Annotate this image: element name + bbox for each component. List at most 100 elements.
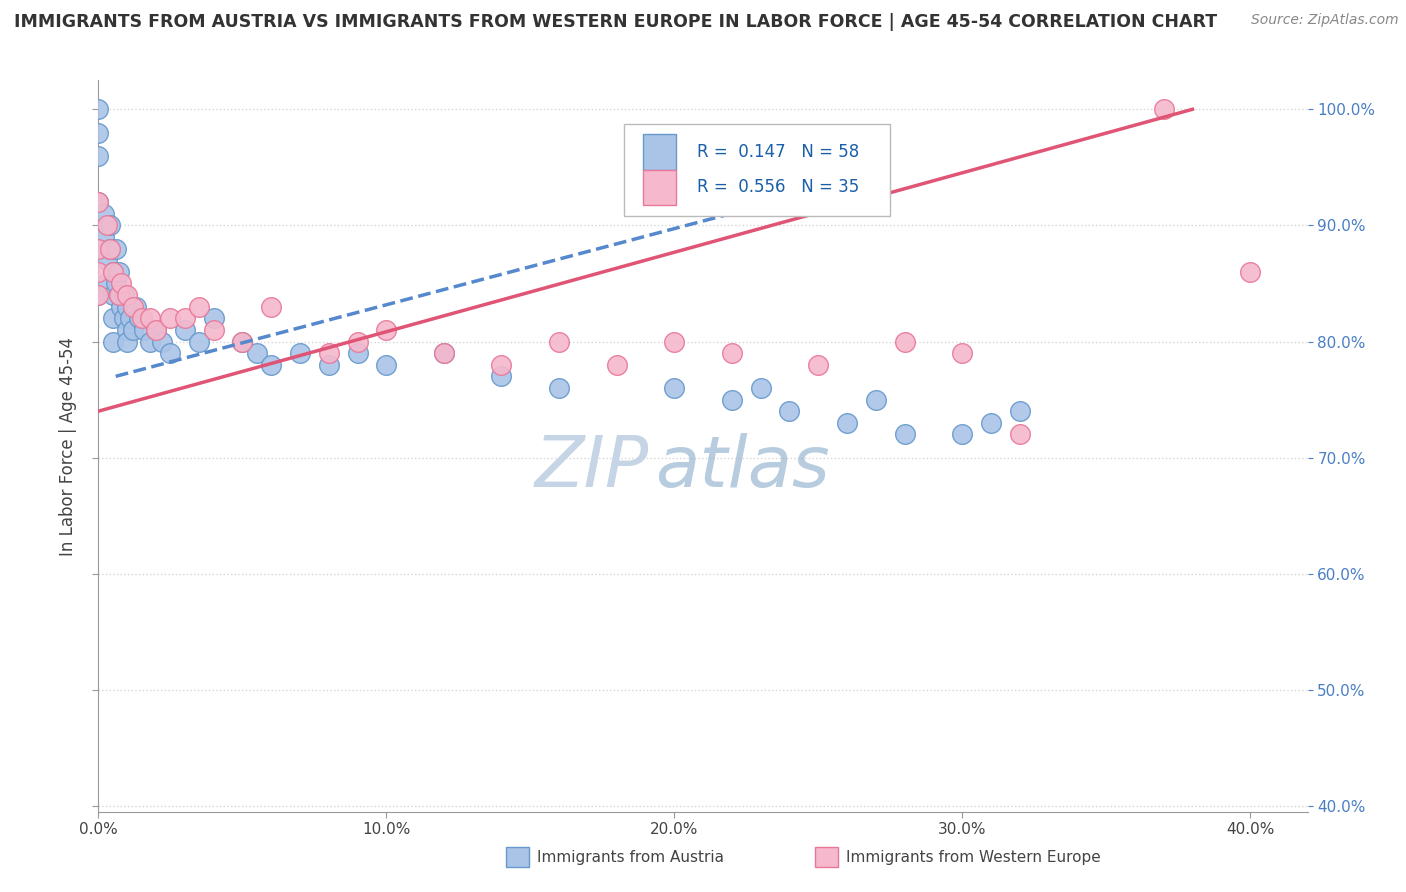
- Text: IMMIGRANTS FROM AUSTRIA VS IMMIGRANTS FROM WESTERN EUROPE IN LABOR FORCE | AGE 4: IMMIGRANTS FROM AUSTRIA VS IMMIGRANTS FR…: [14, 13, 1218, 31]
- Point: [807, 358, 830, 372]
- Point: [115, 334, 138, 349]
- Point: [188, 300, 211, 314]
- FancyBboxPatch shape: [643, 135, 676, 169]
- Point: [112, 311, 135, 326]
- Point: [202, 323, 225, 337]
- Point: [664, 334, 686, 349]
- Point: [115, 300, 138, 314]
- Point: [96, 253, 118, 268]
- Point: [749, 381, 772, 395]
- Point: [87, 265, 110, 279]
- Point: [87, 195, 110, 210]
- Point: [664, 381, 686, 395]
- Point: [122, 300, 145, 314]
- Point: [231, 334, 253, 349]
- Point: [173, 323, 195, 337]
- Point: [98, 242, 121, 256]
- Point: [93, 207, 115, 221]
- Point: [950, 427, 973, 442]
- Point: [115, 323, 138, 337]
- Point: [950, 346, 973, 360]
- Point: [93, 230, 115, 244]
- Point: [865, 392, 887, 407]
- Point: [115, 288, 138, 302]
- Point: [122, 323, 145, 337]
- Point: [110, 300, 132, 314]
- Point: [375, 323, 398, 337]
- Point: [120, 311, 142, 326]
- Text: R =  0.147   N = 58: R = 0.147 N = 58: [697, 143, 859, 161]
- Point: [107, 265, 129, 279]
- Point: [346, 346, 368, 360]
- Text: Immigrants from Western Europe: Immigrants from Western Europe: [846, 850, 1101, 864]
- Point: [173, 311, 195, 326]
- Point: [188, 334, 211, 349]
- Point: [87, 103, 110, 117]
- Y-axis label: In Labor Force | Age 45-54: In Labor Force | Age 45-54: [59, 336, 77, 556]
- Point: [433, 346, 456, 360]
- Point: [139, 334, 162, 349]
- Point: [131, 311, 153, 326]
- Point: [139, 311, 162, 326]
- Point: [491, 369, 513, 384]
- Point: [893, 427, 915, 442]
- Point: [260, 300, 283, 314]
- Point: [96, 219, 118, 233]
- Point: [125, 300, 148, 314]
- Point: [606, 358, 628, 372]
- Text: ZIP: ZIP: [534, 434, 648, 502]
- Point: [318, 358, 340, 372]
- Point: [104, 277, 127, 291]
- Text: atlas: atlas: [655, 434, 830, 502]
- Point: [202, 311, 225, 326]
- Point: [145, 323, 167, 337]
- Point: [375, 358, 398, 372]
- Point: [101, 288, 124, 302]
- Point: [110, 277, 132, 291]
- Point: [101, 265, 124, 279]
- Point: [104, 242, 127, 256]
- Point: [231, 334, 253, 349]
- Point: [318, 346, 340, 360]
- Point: [1008, 427, 1031, 442]
- Point: [346, 334, 368, 349]
- Text: Immigrants from Austria: Immigrants from Austria: [537, 850, 724, 864]
- Point: [87, 195, 110, 210]
- Point: [288, 346, 311, 360]
- Point: [260, 358, 283, 372]
- Point: [101, 265, 124, 279]
- Point: [150, 334, 173, 349]
- Point: [778, 404, 800, 418]
- Point: [96, 277, 118, 291]
- Point: [87, 242, 110, 256]
- Point: [112, 288, 135, 302]
- Point: [720, 346, 742, 360]
- Text: R =  0.556   N = 35: R = 0.556 N = 35: [697, 178, 859, 196]
- Point: [98, 219, 121, 233]
- Point: [87, 288, 110, 302]
- Point: [720, 392, 742, 407]
- Point: [548, 381, 571, 395]
- Point: [107, 288, 129, 302]
- Point: [134, 323, 156, 337]
- Point: [107, 288, 129, 302]
- Point: [835, 416, 858, 430]
- Point: [1239, 265, 1261, 279]
- Point: [159, 311, 181, 326]
- Point: [491, 358, 513, 372]
- Point: [145, 323, 167, 337]
- Point: [1008, 404, 1031, 418]
- Point: [548, 334, 571, 349]
- Point: [128, 311, 150, 326]
- Point: [159, 346, 181, 360]
- Point: [87, 149, 110, 163]
- Point: [1153, 103, 1175, 117]
- Point: [246, 346, 269, 360]
- Point: [87, 242, 110, 256]
- Point: [433, 346, 456, 360]
- FancyBboxPatch shape: [624, 124, 890, 216]
- Point: [101, 334, 124, 349]
- Point: [893, 334, 915, 349]
- FancyBboxPatch shape: [643, 169, 676, 204]
- Text: Source: ZipAtlas.com: Source: ZipAtlas.com: [1251, 13, 1399, 28]
